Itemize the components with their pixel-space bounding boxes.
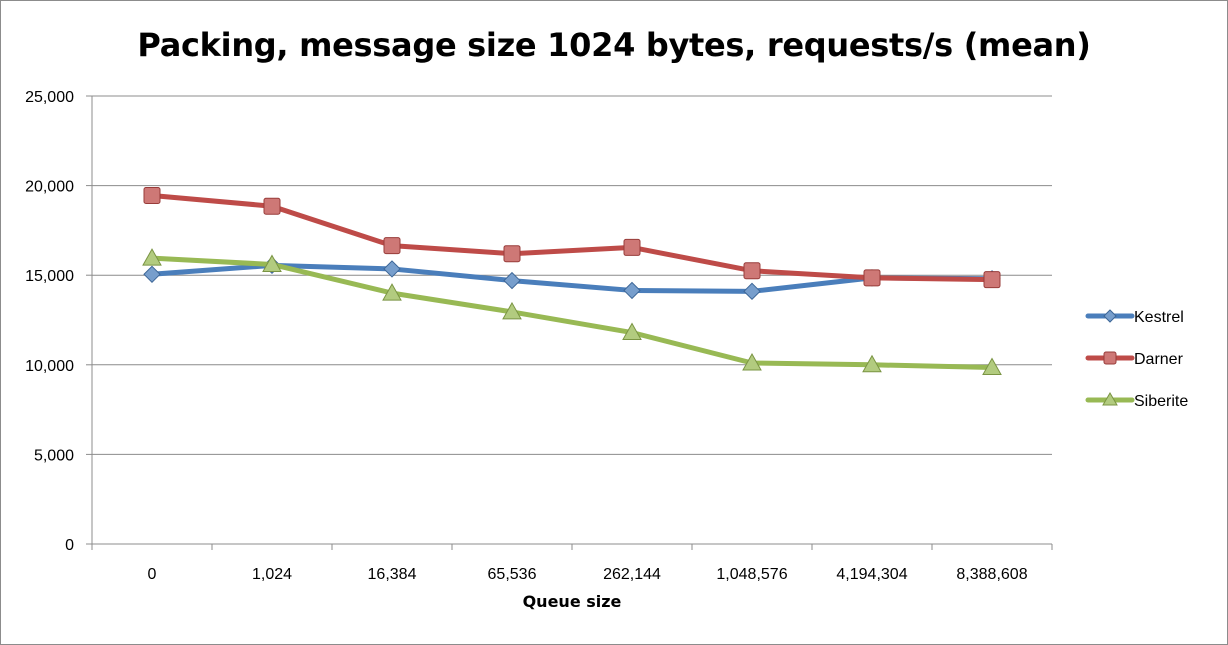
- legend-label: Darner: [1134, 351, 1184, 368]
- legend: Kestrel Darner Siberite: [1085, 309, 1188, 410]
- darner-point: [743, 262, 761, 280]
- legend-label: Siberite: [1134, 393, 1188, 410]
- siberite-point: [382, 283, 402, 301]
- siberite-point: [862, 354, 882, 373]
- kestrel-point: [743, 282, 761, 301]
- kestrel-point: [143, 265, 161, 284]
- legend-item-siberite: Siberite: [1085, 392, 1188, 410]
- x-tick-label: 0: [148, 566, 157, 583]
- darner-line: [149, 192, 995, 283]
- x-tick-label: 8,388,608: [956, 566, 1027, 583]
- legend-label: Kestrel: [1134, 309, 1184, 326]
- legend-item-darner: Darner: [1085, 351, 1184, 368]
- x-axis-label: Queue size: [522, 592, 622, 611]
- x-tick-label: 1,024: [252, 566, 292, 583]
- chart-title: Packing, message size 1024 bytes, reques…: [137, 26, 1091, 64]
- series-group: [142, 186, 1002, 375]
- siberite-point: [262, 254, 282, 272]
- darner-point: [983, 271, 1001, 289]
- siberite-point: [502, 301, 522, 320]
- darner-point: [263, 197, 281, 215]
- siberite-point: [622, 322, 642, 341]
- siberite-point: [982, 357, 1002, 375]
- legend-item-kestrel: Kestrel: [1085, 309, 1184, 326]
- legend-marker: [1103, 309, 1117, 323]
- kestrel-line: [149, 262, 995, 294]
- darner-point: [143, 186, 161, 204]
- darner-point: [383, 237, 401, 255]
- siberite-point: [742, 352, 762, 371]
- x-tick-label: 65,536: [488, 566, 537, 583]
- x-tick-label: 1,048,576: [716, 566, 787, 583]
- kestrel-point: [503, 271, 521, 290]
- series-darner: [143, 186, 1001, 289]
- siberite-point: [142, 248, 162, 266]
- y-tick-label: 5,000: [34, 447, 74, 464]
- kestrel-point: [623, 281, 641, 300]
- darner-point: [623, 238, 641, 256]
- y-tick-label: 15,000: [25, 268, 74, 285]
- x-tick-label: 4,194,304: [836, 566, 907, 583]
- y-tick-label: 20,000: [25, 179, 74, 196]
- x-axis-ticks: 0 1,024 16,384 65,536 262,144 1,048,576 4,194,…: [91, 544, 1053, 583]
- kestrel-point: [383, 260, 401, 278]
- y-tick-label: 25,000: [25, 89, 74, 106]
- siberite-line: [149, 255, 995, 370]
- series-siberite: [142, 248, 1002, 375]
- y-tick-label: 10,000: [25, 358, 74, 375]
- y-tick-label: 0: [65, 537, 74, 554]
- x-tick-label: 262,144: [603, 566, 661, 583]
- legend-marker: [1103, 351, 1117, 365]
- legend-marker: [1102, 392, 1118, 406]
- y-axis-ticks: 0 5,000 10,000 15,000 20,000 25,000: [25, 89, 92, 554]
- gridlines: [92, 95, 1052, 455]
- darner-point: [863, 269, 881, 287]
- x-tick-label: 16,384: [368, 566, 417, 583]
- darner-point: [503, 245, 521, 263]
